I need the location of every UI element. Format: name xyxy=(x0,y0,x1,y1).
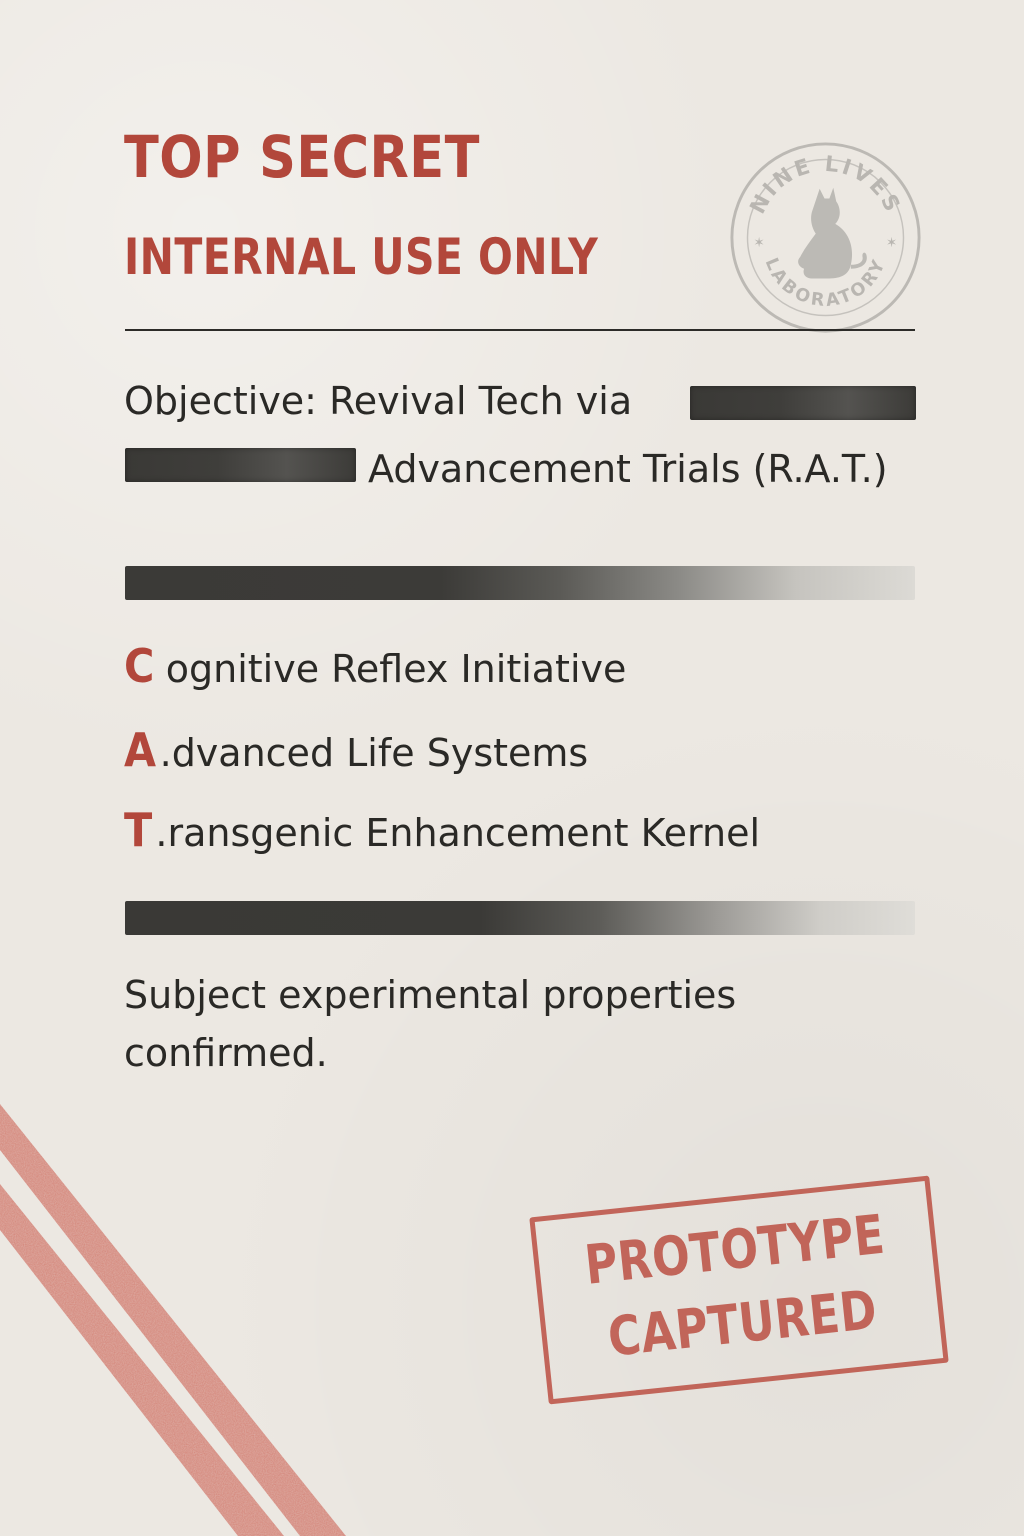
redaction-bar xyxy=(125,448,356,482)
acronym-item-t: T.ransgenic Enhancement Kernel xyxy=(124,807,760,853)
redacted-divider-bar xyxy=(125,566,915,600)
acronym-letter: T xyxy=(124,803,153,857)
page-title: TOP SECRET xyxy=(124,123,480,191)
conclusion-text: Subject experimental properties confirme… xyxy=(124,973,737,1075)
objective-line-1: Objective: Revival Tech via xyxy=(124,379,633,423)
header-divider xyxy=(125,329,915,331)
acronym-item-a: A.dvanced Life Systems xyxy=(124,727,588,773)
objective-line-2: Advancement Trials (R.A.T.) xyxy=(368,447,888,491)
diagonal-stripes xyxy=(0,1104,346,1536)
svg-text:✶: ✶ xyxy=(886,235,897,251)
cat-icon xyxy=(798,187,867,279)
redaction-bar xyxy=(690,386,916,420)
acronym-letter: A xyxy=(124,723,157,777)
stamp-line-2: CAPTURED xyxy=(605,1277,880,1369)
page-subtitle: INTERNAL USE ONLY xyxy=(124,228,599,286)
acronym-text: .dvanced Life Systems xyxy=(159,731,589,775)
svg-text:✶: ✶ xyxy=(753,235,764,251)
acronym-letter: C xyxy=(124,639,155,693)
laboratory-seal-icon: NINE LIVES LABORATORY ✶ ✶ xyxy=(730,142,921,333)
redacted-divider-bar xyxy=(125,901,915,935)
acronym-text: .ransgenic Enhancement Kernel xyxy=(155,811,761,855)
prototype-captured-stamp: PROTOTYPE CAPTURED xyxy=(529,1175,949,1405)
acronym-text: ognitive Reflex Initiative xyxy=(165,647,627,691)
